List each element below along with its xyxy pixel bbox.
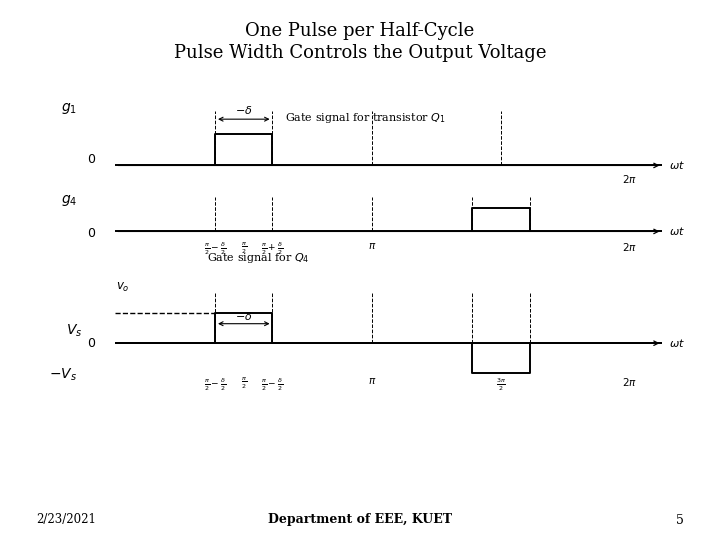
Text: $0$: $0$ (87, 153, 96, 166)
Text: $\omega t$: $\omega t$ (669, 159, 685, 171)
Text: 5: 5 (676, 514, 684, 526)
Text: $2\pi$: $2\pi$ (622, 173, 637, 185)
Text: $\frac{\pi}{2}-\frac{\delta}{2}$: $\frac{\pi}{2}-\frac{\delta}{2}$ (261, 376, 284, 393)
Text: $g_4$: $g_4$ (60, 193, 77, 208)
Text: $0$: $0$ (87, 227, 96, 240)
Text: $\pi$: $\pi$ (368, 376, 377, 386)
Text: $\omega t$: $\omega t$ (669, 337, 685, 349)
Text: $\frac{\pi}{2}$: $\frac{\pi}{2}$ (240, 376, 247, 392)
Text: $v_o$: $v_o$ (116, 281, 130, 294)
Text: $g_1$: $g_1$ (60, 100, 77, 116)
Text: $\frac{\pi}{2}+\frac{\delta}{2}$: $\frac{\pi}{2}+\frac{\delta}{2}$ (261, 241, 284, 257)
Text: $0$: $0$ (87, 337, 96, 350)
Text: $\frac{\pi}{2}-\frac{\delta}{2}$: $\frac{\pi}{2}-\frac{\delta}{2}$ (204, 241, 226, 257)
Text: $-V_s$: $-V_s$ (49, 367, 77, 383)
Text: $V_s$: $V_s$ (66, 322, 82, 339)
Text: $\frac{\pi}{2}$: $\frac{\pi}{2}$ (240, 241, 247, 256)
Text: $2\pi$: $2\pi$ (622, 241, 637, 253)
Text: $\frac{3\pi}{2}$: $\frac{3\pi}{2}$ (496, 376, 506, 393)
Text: $\frac{\pi}{2}-\frac{\delta}{2}$: $\frac{\pi}{2}-\frac{\delta}{2}$ (204, 376, 226, 393)
Text: $-\delta$: $-\delta$ (235, 104, 253, 116)
Text: $\pi$: $\pi$ (368, 241, 377, 251)
Text: One Pulse per Half-Cycle
Pulse Width Controls the Output Voltage: One Pulse per Half-Cycle Pulse Width Con… (174, 22, 546, 62)
Text: Department of EEE, KUET: Department of EEE, KUET (268, 514, 452, 526)
Text: Gate signal for transistor $Q_1$: Gate signal for transistor $Q_1$ (284, 111, 446, 125)
Text: $\omega t$: $\omega t$ (669, 225, 685, 238)
Text: $2\pi$: $2\pi$ (622, 376, 637, 388)
Text: $-\delta$: $-\delta$ (235, 309, 253, 322)
Text: 2/23/2021: 2/23/2021 (36, 514, 96, 526)
Text: Gate signal for $Q_4$: Gate signal for $Q_4$ (207, 251, 310, 265)
